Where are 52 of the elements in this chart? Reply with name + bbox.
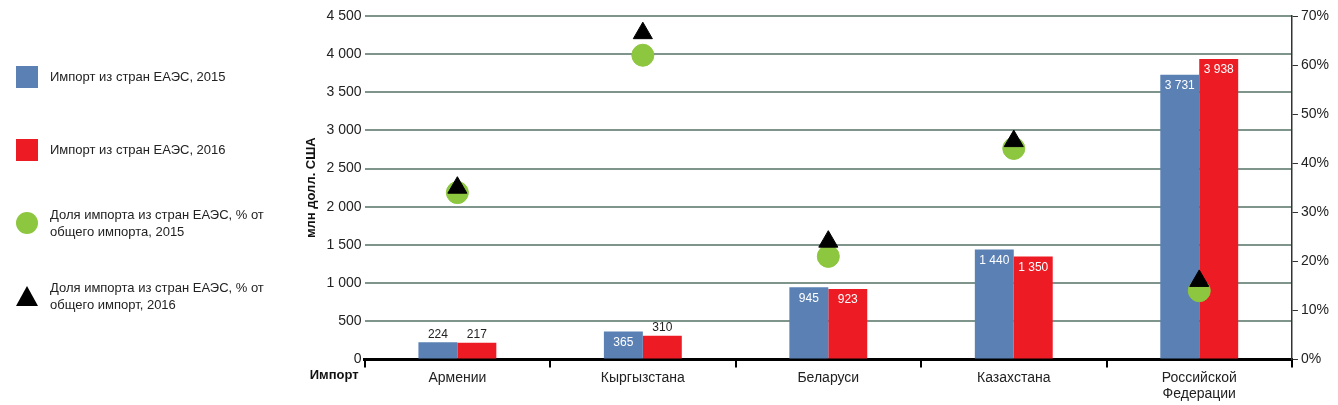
legend-label: Доля импорта из стран ЕАЭС, % от общего импорта, 2015 xyxy=(50,205,265,240)
x-tick-label: Российской Федерации xyxy=(1161,368,1237,402)
legend-label: Доля импорта из стран ЕАЭС, % от общего импорт, 2016 xyxy=(50,278,265,313)
data-label: 365 xyxy=(613,334,634,349)
data-label: 3 731 xyxy=(1164,78,1196,92)
legend-label: Импорт из стран ЕАЭС, 2015 xyxy=(50,68,227,85)
bar xyxy=(642,335,682,359)
y-tick-label: 2 500 xyxy=(326,159,362,176)
y-tick-label: 1 500 xyxy=(326,235,362,252)
point xyxy=(1003,129,1024,148)
data-label: 1 350 xyxy=(1018,259,1049,274)
y2-tick-label: 70% xyxy=(1300,6,1330,23)
legend-label: Импорт из стран ЕАЭС, 2016 xyxy=(50,141,227,158)
y2-tick-label: 60% xyxy=(1300,55,1330,72)
y-tick-label: 0 xyxy=(353,350,362,367)
y2-tick-label: 20% xyxy=(1300,252,1330,269)
point xyxy=(632,21,653,40)
bar xyxy=(828,288,868,359)
y-tick-label: 500 xyxy=(338,312,362,329)
point xyxy=(818,230,839,248)
x-tick-label: Беларуси xyxy=(797,368,860,385)
bar xyxy=(974,249,1014,359)
x-axis-title: Импорт xyxy=(309,367,359,383)
data-label: 3 938 xyxy=(1203,62,1235,77)
bar xyxy=(418,342,458,359)
bar xyxy=(1013,256,1053,359)
point xyxy=(447,176,468,194)
bar xyxy=(1160,74,1200,359)
y-tick-label: 1 000 xyxy=(326,273,362,290)
bar xyxy=(1199,58,1239,359)
y2-tick-label: 50% xyxy=(1300,104,1330,121)
y-tick-label: 2 000 xyxy=(326,197,362,214)
data-label: 310 xyxy=(652,320,673,335)
y2-tick-label: 0% xyxy=(1300,350,1322,367)
y-tick-label: 3 500 xyxy=(326,83,362,100)
data-label: 224 xyxy=(427,326,449,341)
y-tick-label: 4 000 xyxy=(326,45,362,62)
bar xyxy=(457,342,497,359)
y-tick-label: 3 000 xyxy=(326,121,362,138)
data-label: 945 xyxy=(798,290,820,305)
bar xyxy=(789,287,829,359)
y2-tick-label: 40% xyxy=(1300,154,1330,171)
y2-tick-label: 30% xyxy=(1300,203,1330,220)
x-tick-label: Армении xyxy=(428,368,487,385)
y2-tick-label: 10% xyxy=(1300,301,1330,318)
data-label: 1 440 xyxy=(979,252,1010,267)
y-tick-label: 4 500 xyxy=(326,6,362,23)
data-label: 923 xyxy=(837,292,859,307)
data-label: 217 xyxy=(466,327,488,342)
y-axis-title: млн долл. США xyxy=(303,136,319,239)
x-tick-label: Казахстана xyxy=(977,368,1051,385)
x-tick-label: Кыргызстана xyxy=(600,368,686,385)
